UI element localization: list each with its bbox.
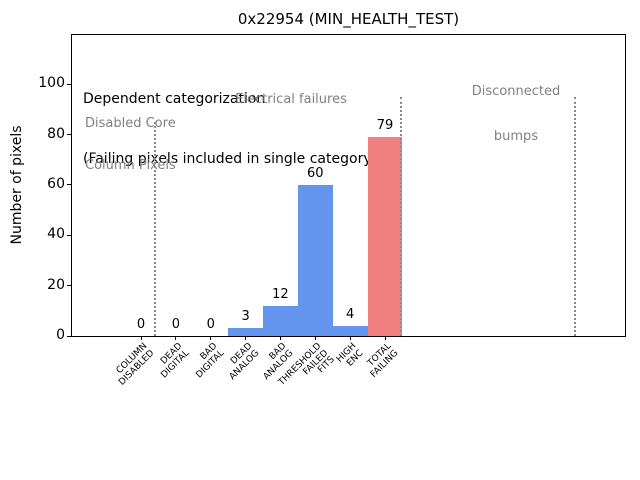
bar (367, 137, 403, 336)
bar-value-label: 0 (136, 317, 146, 332)
y-tick (67, 134, 72, 136)
x-tick (175, 336, 177, 340)
x-tick (210, 336, 212, 340)
x-tick (140, 336, 142, 340)
chart-title: 0x22954 (MIN_HEALTH_TEST) (237, 10, 460, 28)
section-separator-line (574, 96, 576, 336)
y-tick-label: 100 (38, 75, 65, 92)
annotation-dependent-line2: (Failing pixels included in single categ… (83, 151, 378, 167)
x-tick (349, 336, 351, 340)
bar-value-label: 60 (307, 165, 324, 181)
plot-area: Dependent categorization (Failing pixels… (38, 34, 626, 388)
annotation-dependent-line1: Dependent categorization (83, 91, 266, 107)
x-tick (314, 336, 316, 340)
bar-value-label: 4 (346, 306, 355, 322)
y-tick (67, 234, 72, 236)
annotation-electrical-failures: Electrical failures (235, 92, 347, 107)
annotation-disabled-core-column-pixels: Disabled Core Column Pixels (85, 116, 176, 173)
x-tick (279, 336, 281, 340)
y-tick-label: 0 (56, 327, 65, 343)
bar (332, 325, 368, 336)
section-separator-line (154, 122, 157, 336)
y-tick-label: 20 (47, 276, 65, 293)
bar-value-label: 3 (241, 309, 250, 325)
y-tick (67, 285, 72, 287)
y-tick-label: 40 (47, 226, 65, 243)
annotation-disconnected-bumps: Disconnected bumps (471, 84, 561, 144)
bar-value-label: 0 (206, 317, 215, 332)
x-tick (384, 336, 386, 340)
annotation-dependent-categorization: Dependent categorization (Failing pixels… (83, 49, 377, 209)
y-tick (67, 184, 72, 186)
section-separator-line (399, 96, 402, 336)
bar (297, 185, 333, 336)
y-tick (67, 335, 72, 337)
bar-value-label: 79 (376, 118, 394, 134)
bar-value-label: 12 (272, 286, 289, 302)
y-tick-label: 60 (47, 175, 65, 192)
y-tick (67, 83, 72, 85)
bar (263, 305, 298, 336)
y-tick-label: 80 (47, 125, 65, 142)
x-tick (245, 336, 247, 340)
bar-value-label: 0 (171, 317, 180, 332)
bar (228, 328, 263, 336)
